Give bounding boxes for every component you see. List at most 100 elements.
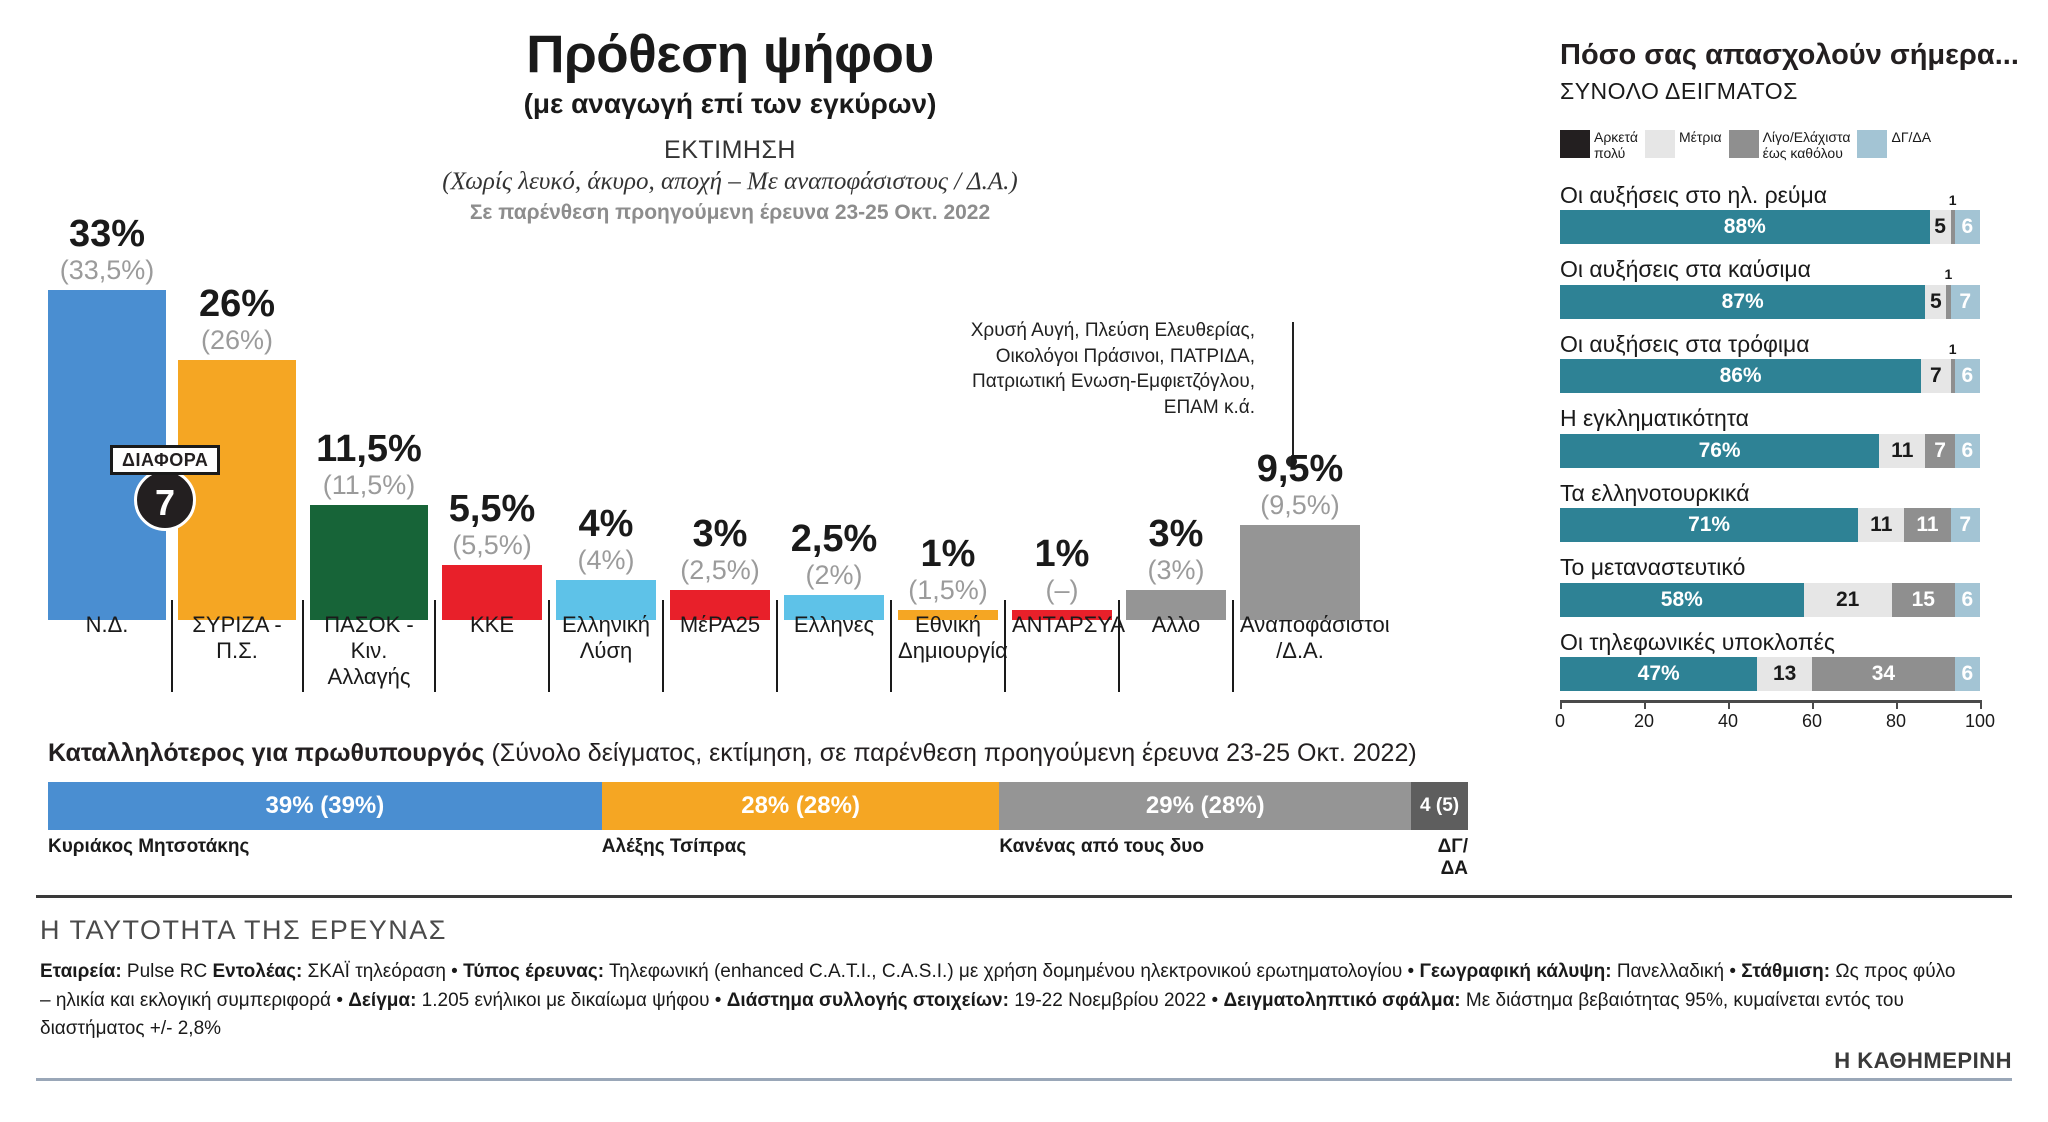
concern-seg-little-tiny-label: 1	[1944, 266, 1953, 283]
vote-bar-rect	[898, 610, 998, 620]
legend-item-0: Αρκετά πολύ	[1560, 129, 1638, 161]
concern-seg-medium: 11	[1858, 508, 1905, 543]
vote-bar-8: 1% (–)	[1012, 535, 1112, 620]
vote-bar-previous-value: (5,5%)	[452, 529, 532, 560]
difference-badge-label: ΔΙΑΦΟΡΑ	[110, 445, 221, 475]
vote-bar-7: 1% (1,5%)	[898, 535, 998, 620]
vote-bar-10: 9,5% (9,5%)	[1240, 450, 1360, 620]
concern-row-3: Η εγκληματικότητα 76% 11 7 6	[1560, 405, 2048, 468]
axis-tick-20	[1644, 700, 1646, 709]
footer-value-0: Pulse RC	[121, 961, 213, 982]
footer-key-7: Δειγματοληπτικό σφάλμα:	[1223, 989, 1461, 1011]
concern-seg-dk: 6	[1954, 359, 1980, 394]
concern-row-label: Οι τηλεφωνικές υποκλοπές	[1560, 628, 1835, 655]
vote-bar-previous-value: (3%)	[1147, 554, 1205, 585]
annotation-pointer-line	[1292, 322, 1294, 462]
vote-bar-separator	[171, 600, 173, 692]
vote-bar-label-9: Αλλο	[1151, 612, 1201, 637]
vote-bar-5: 3% (2,5%)	[670, 515, 770, 620]
vote-bar-separator	[1004, 600, 1006, 692]
vote-bar-rect	[1240, 525, 1360, 620]
vote-bar-separator	[548, 600, 550, 692]
vote-bar-value: 4%	[578, 502, 634, 545]
concern-row-5: Το μεταναστευτικό 58% 21 15 6	[1560, 554, 2048, 617]
concerns-legend: Αρκετά πολύ Μέτρια Λίγο/Ελάχιστα έως καθόλ…	[1560, 129, 2048, 161]
pm-stacked-bar: 39% (39%) 28% (28%) 29% (28%) 4 (5)	[48, 782, 1468, 830]
vote-bar-label-3: ΚΚΕ	[469, 612, 515, 637]
vote-bar-separator	[434, 600, 436, 692]
pm-heading-sub: (Σύνολο δείγματος, εκτίμηση, σε παρένθεσ…	[484, 739, 1417, 767]
concern-row-bar: 88% 5 6	[1560, 210, 2048, 245]
concern-seg-main: 86%	[1560, 359, 1922, 394]
pm-segment-0: 39% (39%)	[48, 782, 602, 830]
legend-label: Αρκετά πολύ	[1594, 129, 1638, 161]
vote-bar-rect	[670, 590, 770, 620]
concern-seg-medium: 21	[1803, 582, 1892, 617]
bottom-divider	[36, 1078, 2012, 1081]
concern-seg-little-tiny-label: 1	[1948, 340, 1957, 357]
concern-row-bar: 71% 11 11 7	[1560, 508, 2048, 543]
axis-tick-label-40: 40	[1717, 711, 1739, 731]
legend-swatch	[1644, 130, 1675, 158]
concern-row-bar: 47% 13 34 6	[1560, 657, 2048, 692]
pm-segment-label-0: Κυριάκος Μητσοτάκης	[48, 836, 250, 857]
legend-swatch	[1857, 130, 1888, 158]
pm-segment-2: 29% (28%)	[999, 782, 1412, 830]
legend-swatch	[1560, 130, 1590, 158]
vote-bar-value: 5,5%	[448, 487, 536, 530]
footer-key-5: Δείγμα:	[348, 989, 417, 1011]
footer-key-3: Γεωγραφική κάλυψη:	[1419, 961, 1612, 982]
pm-segment-3: 4 (5)	[1411, 782, 1468, 830]
legend-label: ΔΓ/ΔΑ	[1891, 129, 1932, 145]
vote-bar-value: 9,5%	[1256, 447, 1344, 490]
difference-badge-value: 7	[134, 469, 196, 531]
concern-row-bar: 58% 21 15 6	[1560, 582, 2048, 617]
pm-heading: Καταλληλότερος για πρωθυπουργός (Σύνολο …	[48, 738, 1468, 768]
footer-value-7: Με διάστημα βεβαιότητας 95%, κυμαίνεται …	[40, 989, 1904, 1040]
vote-bar-rect	[556, 580, 656, 620]
annotation-pointer-dot	[1286, 456, 1297, 467]
legend-label: Μέτρια	[1678, 129, 1722, 145]
methodology-note: (Χωρίς λευκό, άκυρο, αποχή – Με αναποφάσ…	[442, 168, 1018, 196]
axis-line: 0 20 40 60 80 100	[1555, 700, 1995, 731]
legend-swatch	[1728, 130, 1759, 158]
title-block: Πρόθεση ψήφου (με αναγωγή επί των εγκύρω…	[380, 27, 1080, 225]
legend-label: Λίγο/Ελάχιστα έως καθόλου	[1762, 129, 1851, 161]
vote-bar-value: 3%	[1148, 512, 1204, 555]
difference-badge: ΔΙΑΦΟΡΑ 7	[110, 445, 221, 531]
concern-seg-dk: 7	[1950, 508, 1980, 543]
vote-bar-previous-value: (2%)	[805, 559, 863, 590]
axis-tick-100	[1980, 700, 1982, 709]
vote-bar-separator	[890, 600, 892, 692]
vote-bar-value: 1%	[1034, 532, 1090, 575]
concern-seg-medium: 5	[1929, 210, 1951, 245]
vote-bar-3: 5,5% (5,5%)	[442, 490, 542, 620]
concern-row-label: Το μεταναστευτικό	[1560, 554, 1746, 581]
vote-bar-previous-value: (9,5%)	[1260, 489, 1340, 520]
concern-seg-little: 7	[1925, 433, 1955, 468]
concern-seg-dk: 6	[1954, 582, 1980, 617]
vote-bar-label-6: Ελληνες	[793, 612, 875, 637]
concern-row-label: Η εγκληματικότητα	[1560, 405, 1749, 432]
concern-row-2: Οι αυξήσεις στα τρόφιμα 86% 7 6 1	[1560, 330, 2048, 394]
concern-row-label: Οι αυξήσεις στο ηλ. ρεύμα	[1560, 182, 1828, 208]
concern-row-1: Οι αυξήσεις στα καύσιμα 87% 5 7 1	[1560, 256, 2048, 319]
concern-row-4: Τα ελληνοτουρκικά 71% 11 11 7	[1560, 479, 2048, 543]
concern-seg-little: 34	[1811, 657, 1955, 692]
vote-bar-rect	[784, 595, 884, 620]
vote-bar-rect	[310, 505, 428, 620]
concern-seg-little: 15	[1891, 582, 1955, 617]
vote-bar-separator	[302, 600, 304, 692]
axis-tick-label-0: 0	[1554, 711, 1566, 731]
concern-row-bar: 87% 5 7	[1560, 284, 2048, 319]
axis-tick-label-80: 80	[1885, 711, 1907, 731]
concern-row-label: Οι αυξήσεις στα τρόφιμα	[1560, 330, 1810, 357]
concerns-rows: Οι αυξήσεις στο ηλ. ρεύμα 88% 5 6 1 Οι αυξήσε…	[1560, 182, 2048, 703]
concern-seg-main: 58%	[1560, 582, 1804, 617]
concern-row-label: Τα ελληνοτουρκικά	[1560, 479, 1750, 506]
vote-bar-label-4: Ελληνική Λύση	[561, 612, 651, 663]
vote-bar-previous-value: (33,5%)	[59, 254, 155, 285]
publisher-brand: Η ΚΑΘΗΜΕΡΙΝΗ	[1834, 1048, 2012, 1073]
vote-bar-previous-value: (26%)	[200, 324, 274, 355]
vote-bar-separator	[662, 600, 664, 692]
